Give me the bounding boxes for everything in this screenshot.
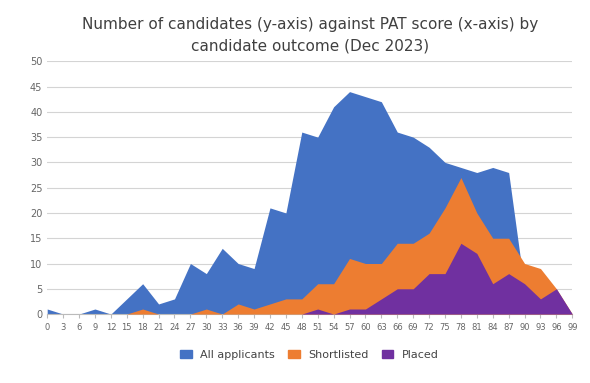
- Title: Number of candidates (y-axis) against PAT score (x-axis) by
candidate outcome (D: Number of candidates (y-axis) against PA…: [81, 17, 538, 53]
- Legend: All applicants, Shortlisted, Placed: All applicants, Shortlisted, Placed: [176, 345, 444, 364]
